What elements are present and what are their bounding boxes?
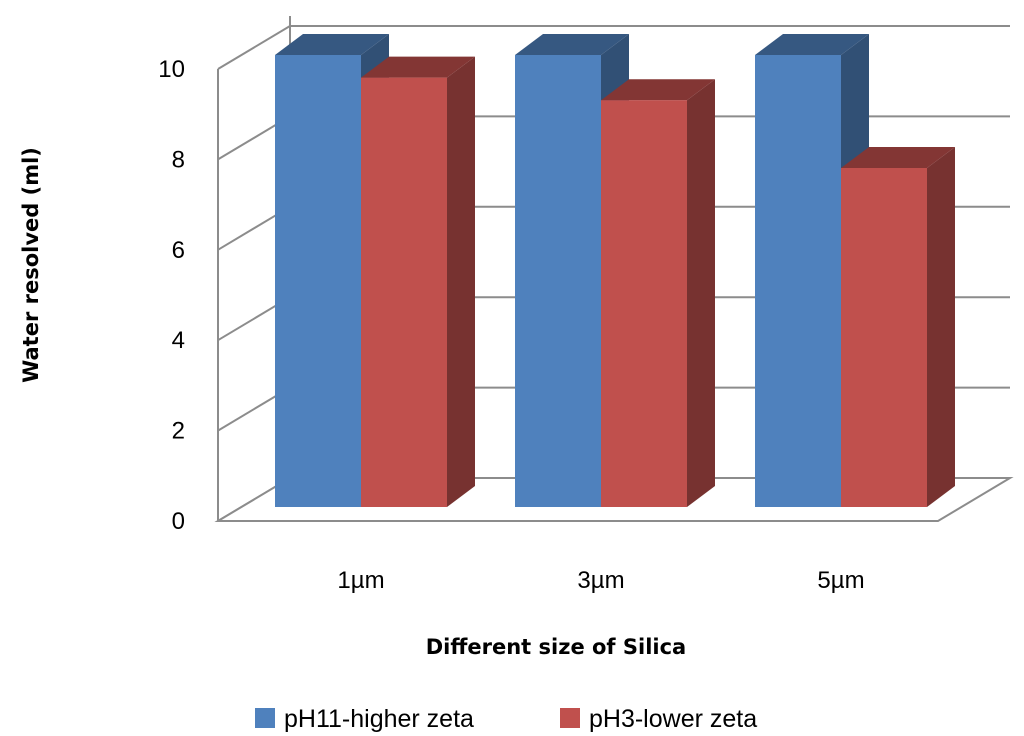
bar-top — [361, 56, 475, 78]
bar — [601, 100, 687, 507]
y-tick-label: 10 — [158, 56, 185, 83]
bar-side — [687, 79, 715, 507]
y-tick-label: 0 — [172, 508, 185, 535]
bar-side — [447, 56, 475, 507]
bar-top — [755, 34, 869, 55]
bar — [515, 55, 601, 507]
bar-top — [275, 34, 389, 55]
x-axis-title: Different size of Silica — [426, 635, 686, 659]
gridline-side — [217, 25, 291, 70]
x-axis-category-labels: 1µm 3µm 5µm — [337, 567, 864, 594]
legend: pH11-higher zeta pH3-lower zeta — [255, 705, 757, 733]
bar-side — [927, 147, 955, 507]
y-axis-tick-labels: 0 2 4 6 8 10 — [158, 56, 185, 535]
bar — [275, 55, 361, 507]
y-tick-label: 4 — [172, 327, 185, 354]
y-tick-label: 8 — [172, 146, 185, 173]
x-category-label: 3µm — [577, 567, 624, 594]
y-axis-title: Water resolved (ml) — [19, 147, 43, 383]
legend-swatch — [255, 708, 275, 728]
bar — [755, 55, 841, 507]
x-category-label: 1µm — [337, 567, 384, 594]
y-tick-label: 2 — [172, 418, 185, 445]
bar — [361, 77, 447, 507]
y-tick-label: 6 — [172, 237, 185, 264]
bar-top — [601, 79, 715, 101]
legend-label: pH11-higher zeta — [284, 705, 474, 733]
bars — [275, 34, 955, 507]
x-category-label: 5µm — [817, 567, 864, 594]
bar-top — [515, 34, 629, 55]
bar-top — [841, 147, 955, 168]
bar — [841, 168, 927, 507]
legend-swatch — [560, 708, 580, 728]
legend-label: pH3-lower zeta — [589, 705, 757, 733]
